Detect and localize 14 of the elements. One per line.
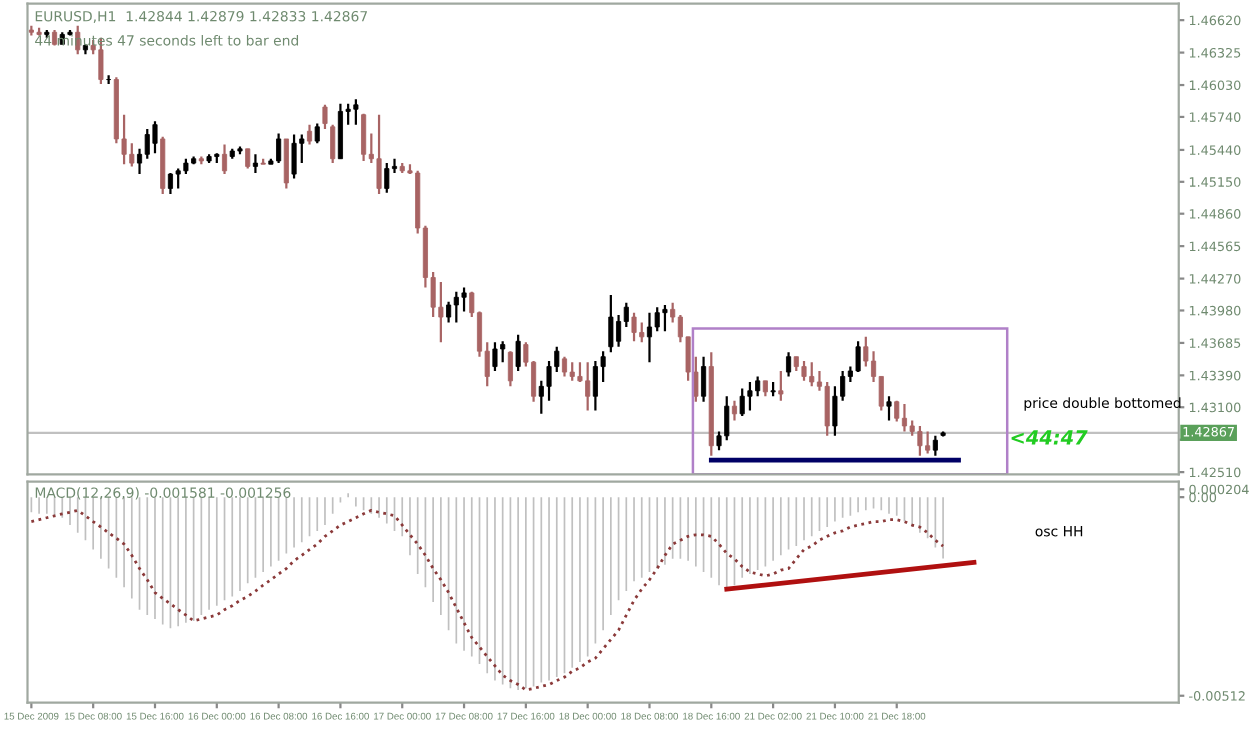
candlestick <box>886 395 892 422</box>
candlestick <box>206 153 212 165</box>
candlestick <box>639 321 645 344</box>
candlestick <box>569 361 575 382</box>
candlestick <box>353 98 359 126</box>
candlestick <box>809 361 815 388</box>
candlestick <box>461 286 467 313</box>
line-series <box>29 508 945 692</box>
candlestick <box>778 369 784 402</box>
candlestick <box>229 147 235 160</box>
candlestick <box>175 167 181 190</box>
candlestick <box>940 430 946 438</box>
candlestick <box>747 380 753 412</box>
annotation: <44:47 <box>1011 430 1088 445</box>
